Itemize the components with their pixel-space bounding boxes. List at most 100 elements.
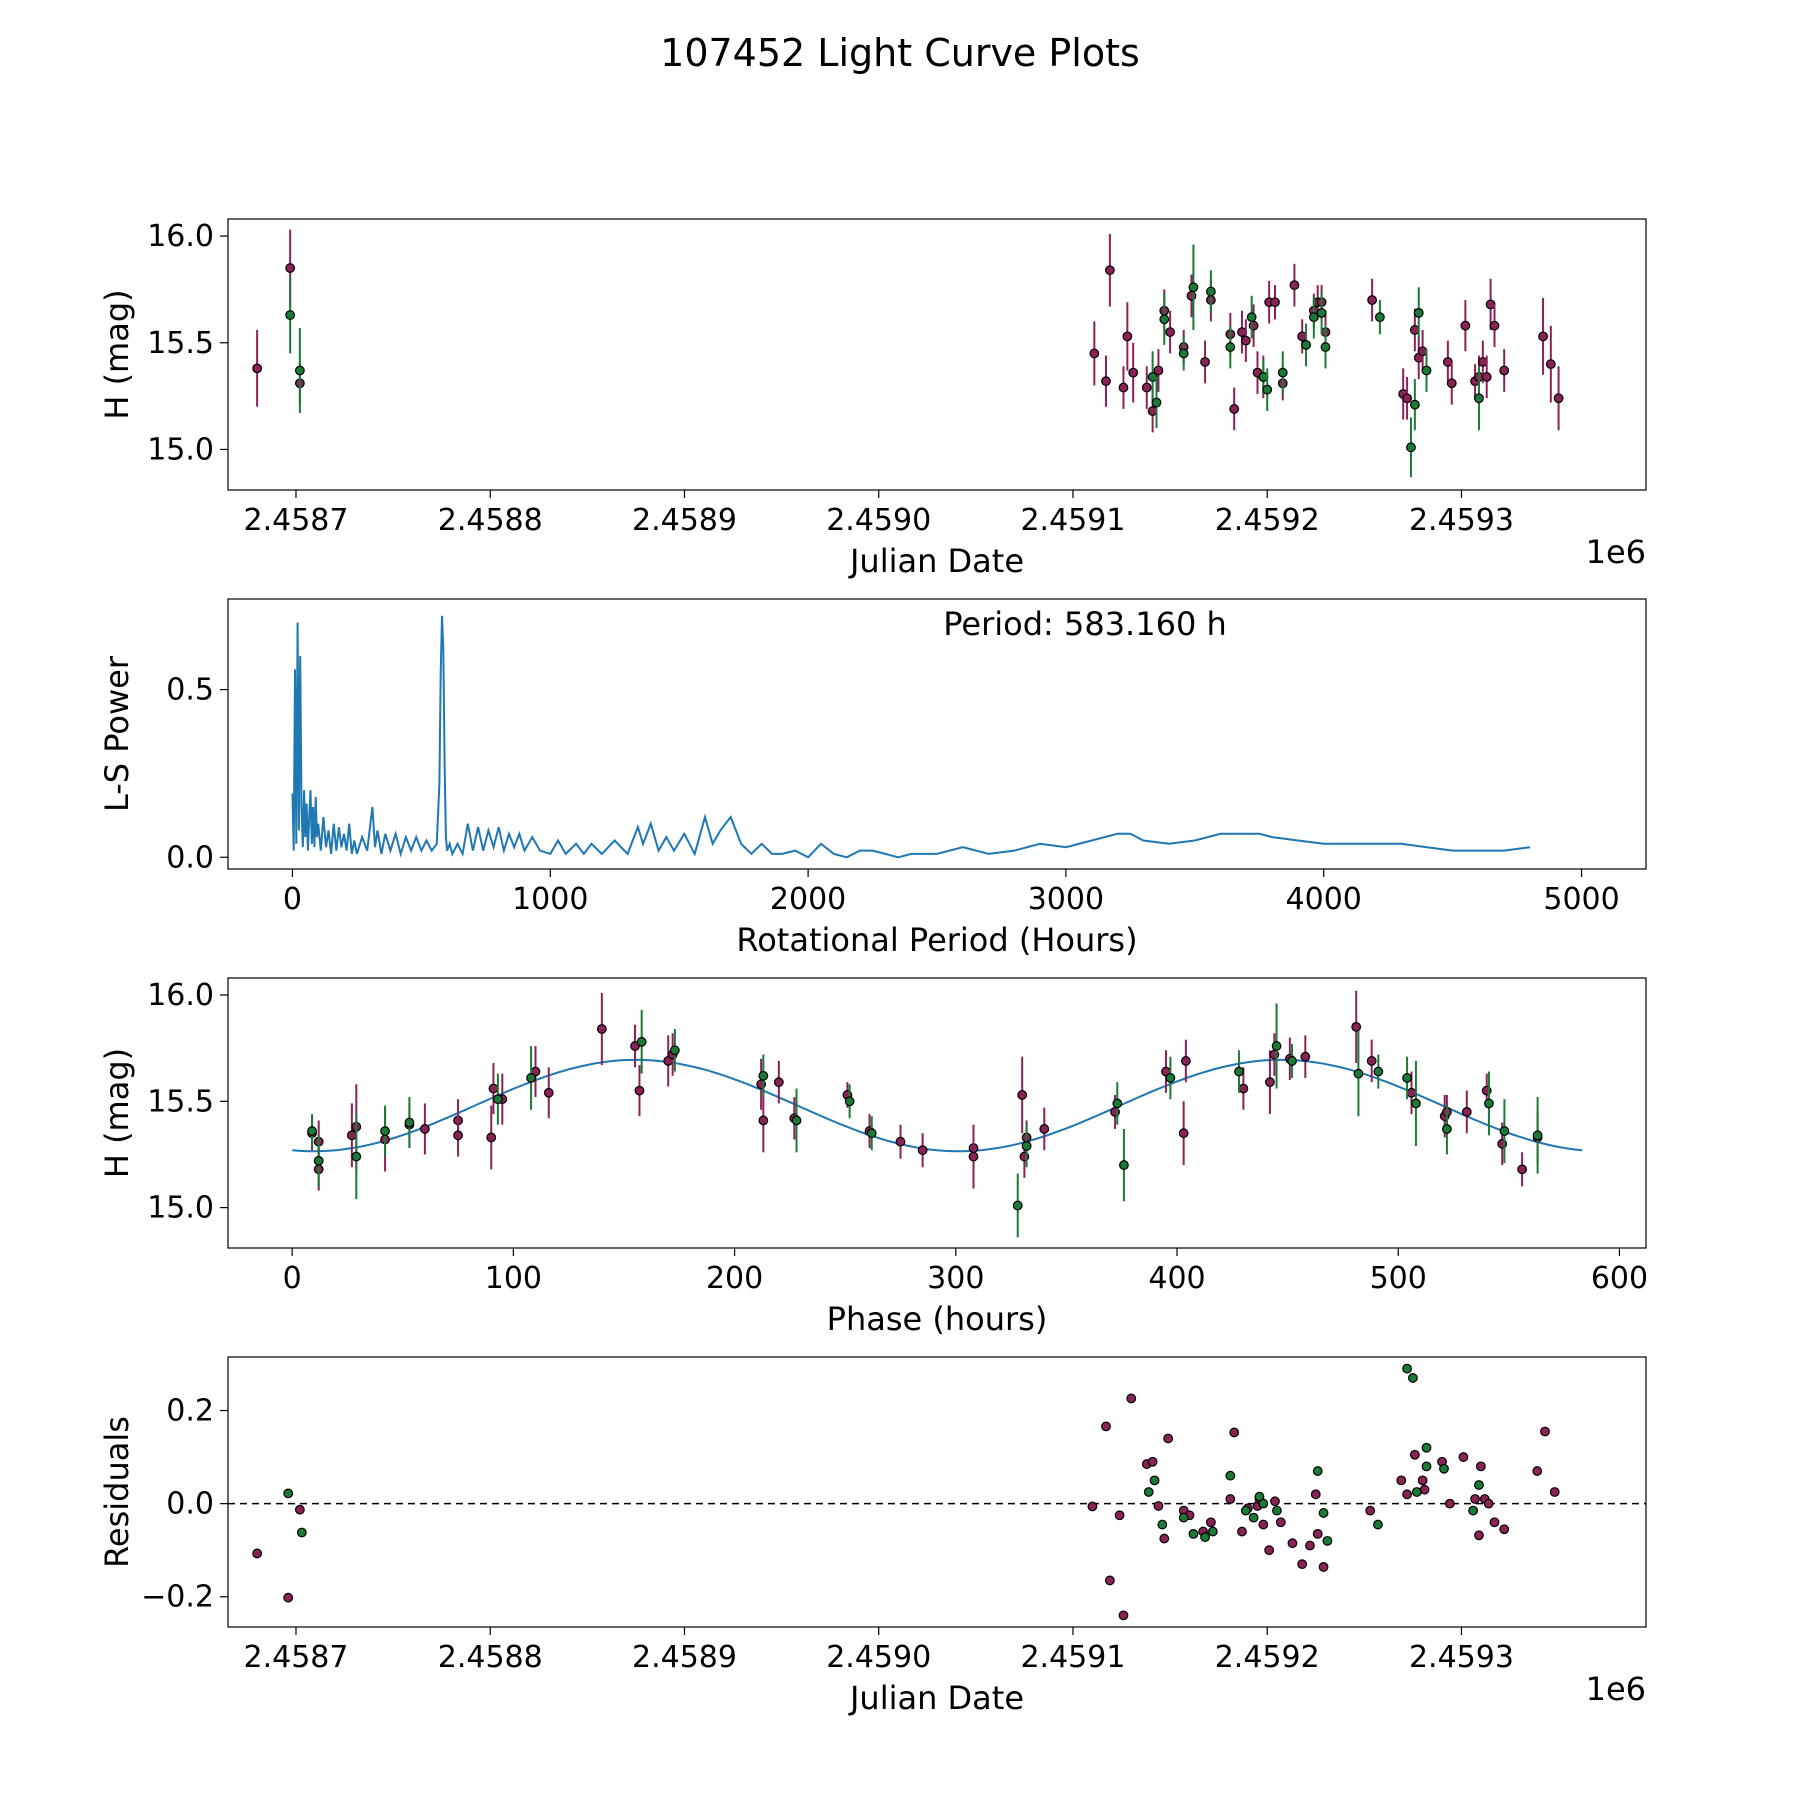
data-point [1439, 1463, 1449, 1474]
data-point [1238, 1083, 1249, 1094]
data-point [1316, 307, 1327, 318]
data-point [1481, 372, 1492, 382]
model-fit-curve [292, 1058, 1583, 1153]
data-point [294, 1504, 305, 1515]
data-point [1411, 1487, 1422, 1497]
data-point [252, 1548, 263, 1559]
x-tick-label: 300 [927, 1261, 984, 1296]
phased-series-green [307, 1003, 1543, 1238]
data-point [1112, 1098, 1123, 1109]
phased-axes-frame [227, 977, 1647, 1249]
lightcurve-series-green [285, 244, 1484, 478]
data-point [1396, 1475, 1407, 1486]
x-tick-label: 2.4593 [1409, 503, 1514, 538]
data-point [1246, 312, 1257, 323]
data-point [1406, 1087, 1417, 1098]
data-point [419, 1124, 430, 1134]
data-point [453, 1130, 463, 1141]
data-point [1442, 1124, 1452, 1134]
data-point [1545, 359, 1556, 370]
data-point [1318, 1508, 1329, 1518]
data-point [1188, 1528, 1199, 1539]
data-point [1474, 1480, 1484, 1490]
lightcurve-y-axis-label: H (mag) [98, 289, 136, 419]
data-point [1114, 1510, 1125, 1521]
x-tick-label: 100 [485, 1261, 542, 1296]
data-point [1163, 1433, 1174, 1444]
data-point [1421, 1442, 1432, 1453]
data-point [1532, 1130, 1543, 1141]
data-point [1207, 1526, 1218, 1537]
data-point [252, 363, 263, 374]
data-point [1367, 295, 1378, 305]
data-point [1517, 1164, 1528, 1175]
data-point [1489, 1517, 1500, 1528]
data-point [1157, 1519, 1168, 1530]
y-tick-label: 0.0 [166, 1487, 214, 1522]
data-point [1474, 1530, 1484, 1541]
data-point [669, 1045, 680, 1056]
data-point [1305, 1540, 1315, 1551]
data-point [1159, 1533, 1170, 1544]
data-point [1277, 367, 1288, 378]
data-point [1229, 404, 1240, 414]
x-tick-label: 2.4589 [632, 1640, 737, 1675]
data-point [285, 310, 296, 320]
data-point [1409, 399, 1420, 410]
data-point [1101, 1421, 1111, 1432]
data-point [1237, 1526, 1247, 1537]
lightcurve-series-purple [252, 229, 1564, 433]
y-tick-label: 0.2 [166, 1394, 214, 1429]
data-point [636, 1036, 647, 1047]
phased-y-axis-label: H (mag) [98, 1048, 136, 1178]
data-point [492, 1094, 503, 1105]
data-point [1205, 1517, 1216, 1528]
x-tick-label: 2.4588 [438, 1640, 543, 1675]
data-point [404, 1117, 415, 1128]
data-point [1119, 1160, 1129, 1170]
data-point [1258, 1498, 1269, 1509]
data-point [1310, 1489, 1321, 1500]
data-point [1271, 1041, 1282, 1051]
data-point [1532, 1466, 1543, 1476]
data-point [1147, 1456, 1158, 1467]
data-point [1421, 1461, 1432, 1472]
data-point [1229, 1427, 1240, 1438]
data-point [1308, 312, 1319, 323]
lightcurve-x-axis-label: Julian Date [848, 542, 1024, 580]
data-point [1540, 1426, 1550, 1437]
data-point [1468, 1505, 1479, 1516]
data-point [1489, 320, 1500, 331]
data-point [634, 1085, 645, 1096]
data-point [1089, 348, 1100, 359]
data-point [1402, 1073, 1412, 1083]
data-point [1549, 1487, 1560, 1497]
data-point [1126, 1393, 1137, 1404]
data-point [1122, 331, 1133, 342]
data-point [346, 1130, 357, 1141]
data-point [1301, 339, 1311, 350]
data-point [1289, 280, 1300, 291]
data-point [1458, 1452, 1469, 1462]
data-point [1366, 1056, 1377, 1066]
phased-plot-area [292, 990, 1583, 1238]
phased-series-purple [307, 990, 1543, 1191]
data-point [351, 1151, 362, 1162]
data-point [758, 1070, 769, 1081]
periodogram-x-axis-label: Rotational Period (Hours) [736, 921, 1137, 959]
data-point [1287, 1056, 1297, 1066]
lightcurve-plot-area [252, 229, 1564, 478]
data-point [543, 1087, 554, 1098]
data-point [294, 365, 305, 376]
figure-title: 107452 Light Curve Plots [660, 31, 1140, 75]
x-tick-label: 0 [283, 882, 302, 917]
data-point [1240, 335, 1251, 346]
data-point [1408, 1373, 1418, 1383]
data-point [1039, 1124, 1050, 1134]
x-tick-label: 2.4592 [1215, 1640, 1320, 1675]
y-tick-label: 15.5 [147, 1084, 214, 1119]
data-point [1320, 342, 1331, 352]
data-point [1225, 342, 1236, 352]
data-point [1240, 1505, 1251, 1516]
data-point [1406, 442, 1416, 453]
